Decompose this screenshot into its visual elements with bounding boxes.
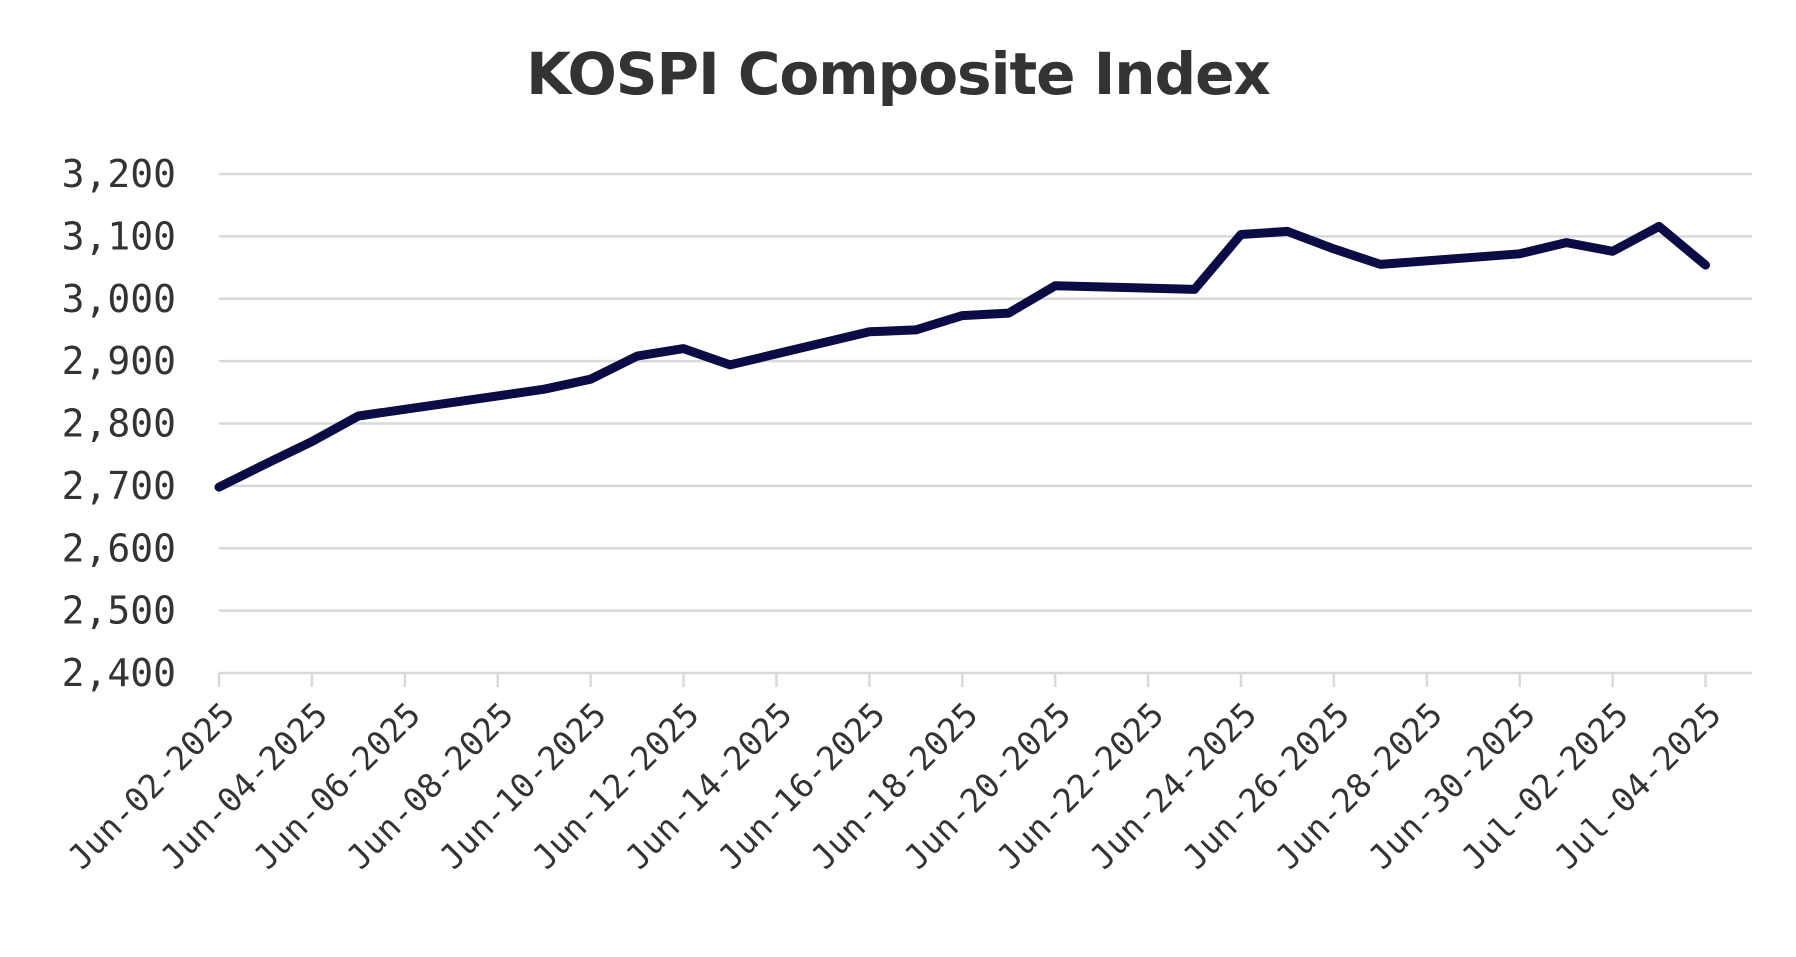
y-tick-label: 3,100 — [62, 214, 176, 258]
x-tick-label: Jun-28-2025 — [1268, 695, 1450, 877]
y-tick-label: 2,900 — [62, 339, 176, 383]
x-tick-label: Jun-24-2025 — [1082, 695, 1264, 877]
x-tick-label: Jun-18-2025 — [803, 695, 985, 877]
y-tick-label: 2,400 — [62, 651, 176, 695]
x-tick-label: Jun-22-2025 — [989, 695, 1171, 877]
y-tick-label: 2,800 — [62, 402, 176, 446]
y-tick-label: 3,000 — [62, 277, 176, 321]
x-tick-label: Jun-04-2025 — [153, 695, 335, 877]
x-tick-label: Jun-08-2025 — [339, 695, 521, 877]
x-tick-label: Jun-10-2025 — [432, 695, 614, 877]
x-tick-label: Jun-12-2025 — [525, 695, 707, 877]
chart-title: KOSPI Composite Index — [526, 40, 1271, 108]
x-tick-label: Jun-06-2025 — [246, 695, 428, 877]
y-tick-label: 2,700 — [62, 464, 176, 508]
x-tick-label: Jun-14-2025 — [618, 695, 800, 877]
x-tick-label: Jun-16-2025 — [710, 695, 892, 877]
x-tick-label: Jun-02-2025 — [60, 695, 242, 877]
x-tick-label: Jun-26-2025 — [1175, 695, 1357, 877]
x-tick-label: Jul-02-2025 — [1454, 695, 1636, 877]
y-tick-label: 3,200 — [62, 152, 176, 196]
x-tick-label: Jun-20-2025 — [896, 695, 1078, 877]
series-line — [214, 221, 1710, 492]
x-tick-label: Jun-30-2025 — [1361, 695, 1543, 877]
y-tick-label: 2,600 — [62, 526, 176, 570]
y-tick-label: 2,500 — [62, 589, 176, 633]
x-tick-label: Jul-04-2025 — [1547, 695, 1729, 877]
